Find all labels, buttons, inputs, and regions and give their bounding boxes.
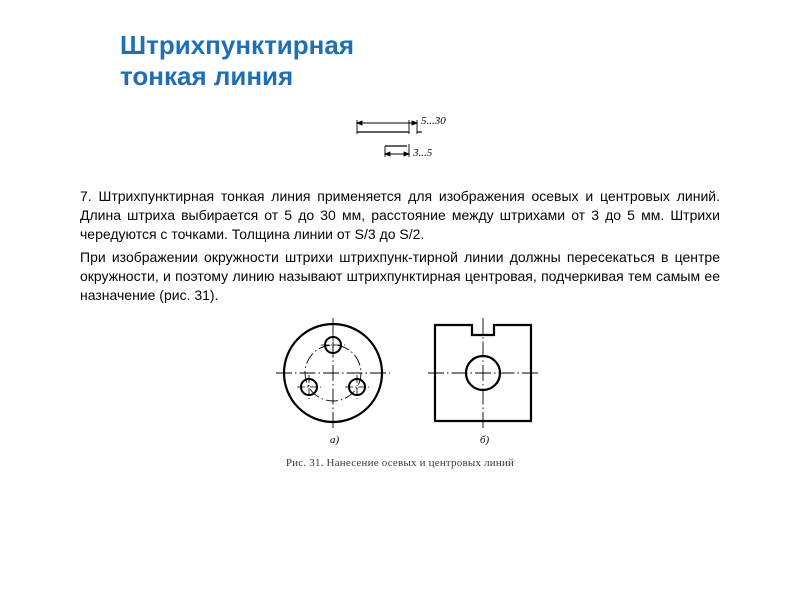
title-line2: тонкая линия — [120, 61, 293, 91]
fig-label-a: а) — [330, 434, 340, 446]
fig-b: б) — [428, 318, 538, 446]
dim-lower-label: 3...5 — [412, 147, 433, 159]
figure-31: а) б) Рис. 31. Нанесение осевых и центро… — [80, 315, 720, 469]
fig-label-b: б) — [480, 434, 490, 446]
dimension-diagram: 5...30 3...5 — [80, 110, 720, 169]
dimension-diagram-svg: 5...30 3...5 — [325, 110, 475, 164]
figure-caption: Рис. 31. Нанесение осевых и центровых ли… — [80, 457, 720, 469]
title-line1: Штрихпунктирная — [120, 30, 354, 60]
fig-a: а) — [276, 318, 390, 446]
figure-31-svg: а) б) — [240, 315, 560, 450]
dim-upper-label: 5...30 — [421, 115, 446, 127]
paragraph-1: 7. Штрихпунктирная тонкая линия применяе… — [80, 187, 720, 244]
paragraph-2: При изображении окружности штрихи штрихп… — [80, 248, 720, 305]
slide-body: { "title": { "line1": "Штрихпунктирная",… — [0, 0, 800, 600]
page-title: Штрихпунктирная тонкая линия — [120, 30, 720, 92]
